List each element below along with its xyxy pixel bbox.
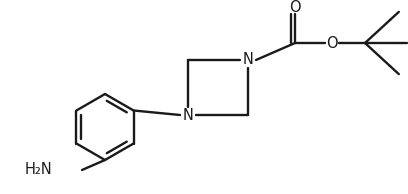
Text: H₂N: H₂N (24, 163, 52, 178)
Text: O: O (326, 36, 338, 50)
Text: N: N (243, 53, 253, 68)
Text: O: O (289, 0, 301, 15)
Text: N: N (182, 107, 193, 122)
